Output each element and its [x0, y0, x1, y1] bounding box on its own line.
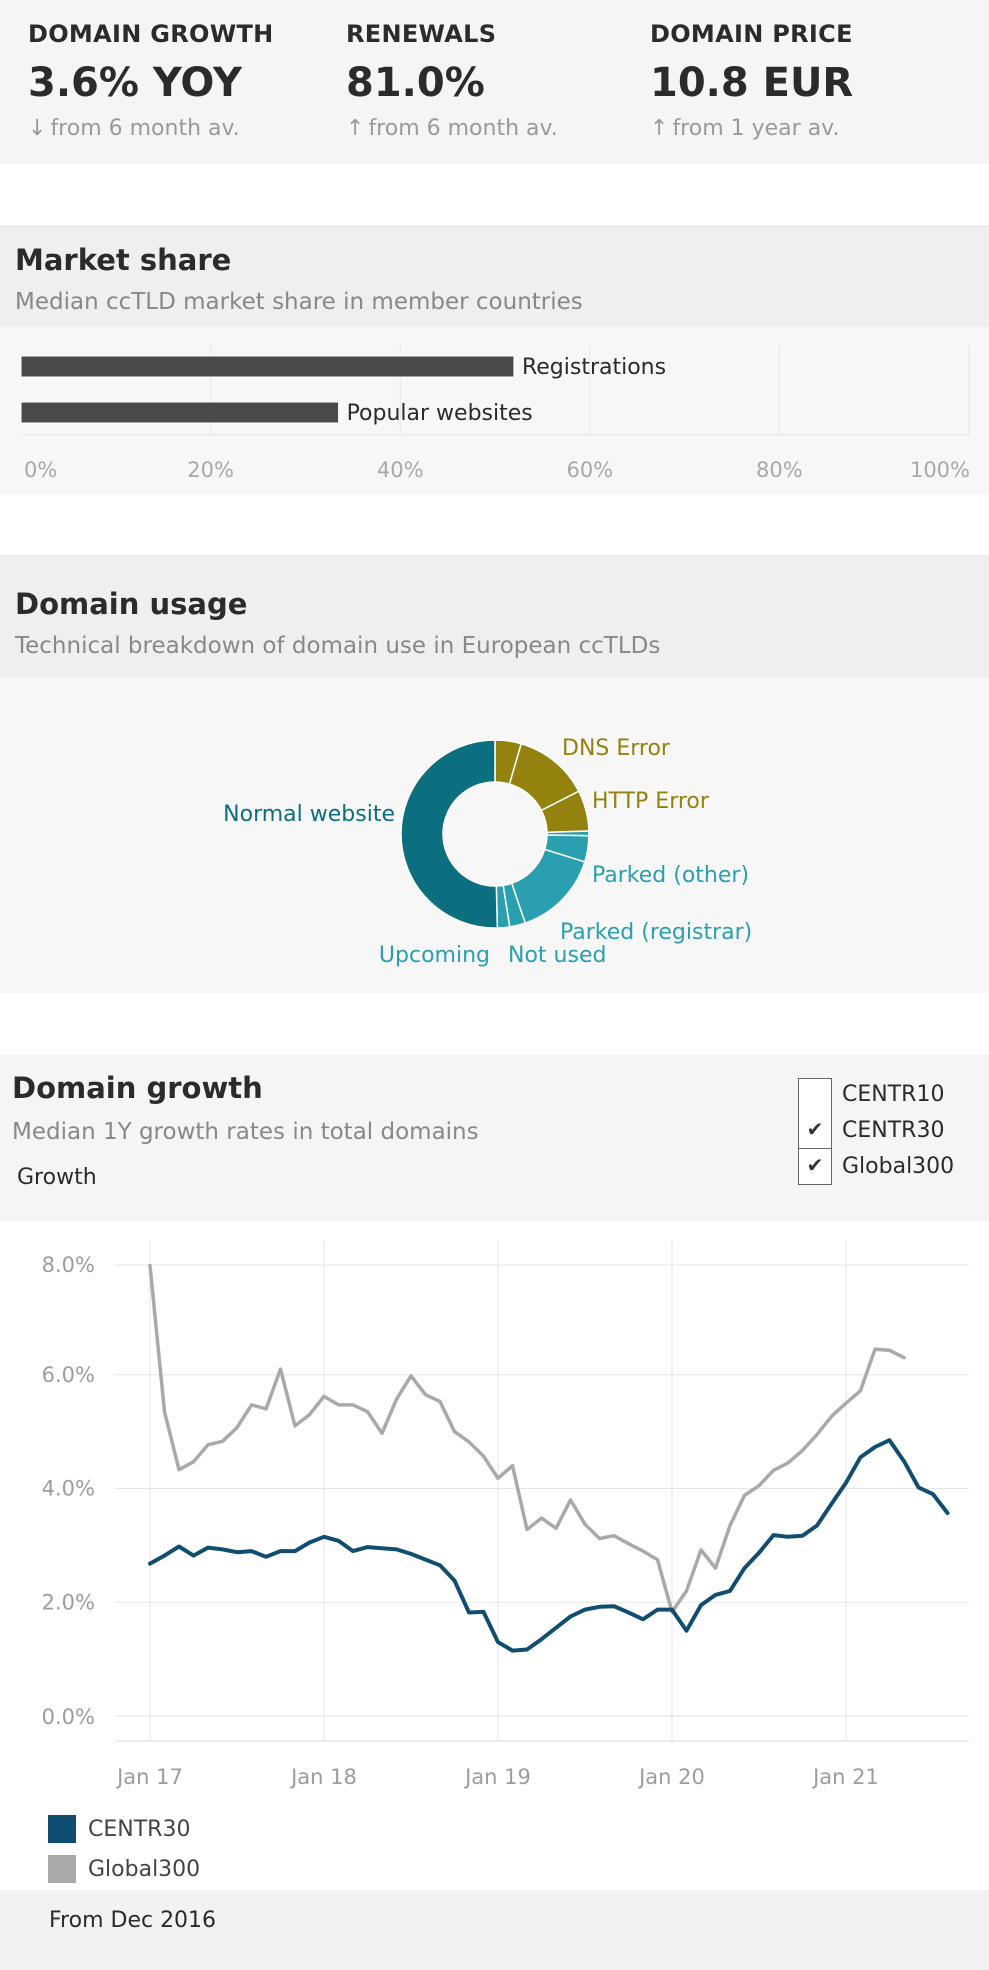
- market-share-chart: 0% 20% 40% 60% 80% 100% Registrations Popular w…: [0, 327, 989, 495]
- check-icon-1: ✔: [806, 1117, 824, 1141]
- kpi-domain-growth: DOMAIN GROWTH 3.6% YOY ↓ from 6 month av.: [28, 20, 274, 141]
- legend-label: CENTR30: [88, 1817, 191, 1842]
- filter-label: CENTR30: [842, 1118, 945, 1143]
- kpi-note-text: from 6 month av.: [50, 116, 240, 141]
- kpi-note-text: from 1 year av.: [672, 116, 840, 141]
- check-icon-2: ✔: [806, 1153, 824, 1177]
- domain-growth-title: Domain growth: [12, 1071, 263, 1105]
- x-tick-label: 100%: [910, 458, 970, 482]
- filter-centr30[interactable]: ✔ CENTR30: [798, 1113, 978, 1149]
- kpi-renewals: RENEWALS 81.0% ↑ from 6 month av.: [346, 20, 558, 141]
- y-tick-label: 8.0%: [42, 1253, 95, 1277]
- slice-parked-registrar: [510, 848, 586, 924]
- x-tick-label: 0%: [24, 458, 57, 482]
- kpi-note: ↑ from 1 year av.: [650, 116, 853, 141]
- y-tick-label: 6.0%: [42, 1363, 95, 1387]
- market-share-svg: 0% 20% 40% 60% 80% 100% Registrations Popular w…: [20, 345, 970, 482]
- slice-label: Parked (registrar): [560, 920, 752, 945]
- kpi-domain-price: DOMAIN PRICE 10.8 EUR ↑ from 1 year av.: [650, 20, 853, 141]
- filter-label: Global300: [842, 1154, 955, 1179]
- legend-swatch: [48, 1815, 76, 1843]
- arrow-up-icon: ↑: [346, 116, 365, 141]
- x-tick-label: 80%: [756, 458, 803, 482]
- market-share-subtitle: Median ccTLD market share in member coun…: [15, 289, 583, 315]
- legend-label: Global300: [88, 1857, 201, 1882]
- slice-label: HTTP Error: [592, 789, 710, 814]
- x-tick-label: 60%: [566, 458, 613, 482]
- kpi-bar: DOMAIN GROWTH 3.6% YOY ↓ from 6 month av.…: [0, 0, 989, 164]
- slice-label: DNS Error: [562, 736, 671, 761]
- checkbox[interactable]: [798, 1113, 832, 1149]
- kpi-label: DOMAIN GROWTH: [28, 20, 274, 48]
- arrow-up-icon: ↑: [650, 116, 669, 141]
- bar-label: Registrations: [522, 355, 666, 380]
- kpi-label: DOMAIN PRICE: [650, 20, 853, 48]
- series-line-global300: [148, 1263, 906, 1614]
- legend-swatch: [48, 1855, 76, 1883]
- series-filter: CENTR10 ✔ CENTR30 ✔ Global300: [798, 1077, 978, 1185]
- x-tick-label: Jan 21: [811, 1765, 879, 1789]
- growth-axis-caption: Growth: [17, 1165, 97, 1190]
- market-share-title: Market share: [15, 243, 232, 277]
- slice-label: Parked (other): [592, 863, 749, 888]
- kpi-value: 3.6% YOY: [28, 60, 242, 106]
- domain-usage-title: Domain usage: [15, 587, 248, 621]
- x-tick-label: 40%: [377, 458, 424, 482]
- kpi-note-text: from 6 month av.: [368, 116, 558, 141]
- date-range-text: From Dec 2016: [49, 1908, 217, 1933]
- slice-label: Normal website: [223, 802, 395, 827]
- series-line-centr30: [148, 1438, 950, 1653]
- domain-growth-chart: 0.0% 2.0% 4.0% 6.0% 8.0% Jan 17 Jan 18 Jan 19 Ja…: [0, 1221, 989, 1890]
- slice-normal-website: [400, 739, 499, 929]
- domain-usage-header: Domain usage Technical breakdown of doma…: [0, 555, 989, 677]
- slice-label: Upcoming: [379, 943, 490, 968]
- x-tick-label: 20%: [187, 458, 234, 482]
- slice-label: Not used: [508, 943, 606, 968]
- y-tick-label: 0.0%: [42, 1705, 95, 1729]
- filter-label: CENTR10: [842, 1082, 945, 1107]
- arrow-down-icon: ↓: [28, 116, 47, 141]
- filter-centr10[interactable]: CENTR10: [798, 1077, 978, 1114]
- checkbox[interactable]: [798, 1078, 832, 1114]
- domain-growth-svg: 0.0% 2.0% 4.0% 6.0% 8.0% Jan 17 Jan 18 Jan 19 Ja…: [42, 1241, 969, 1789]
- domain-usage-svg: DNS Error HTTP Error Parked (other) Parked …: [223, 736, 752, 968]
- filter-global300[interactable]: ✔ Global300: [798, 1149, 978, 1185]
- checkbox[interactable]: [798, 1149, 832, 1185]
- y-tick-label: 4.0%: [42, 1477, 95, 1501]
- x-tick-label: Jan 20: [637, 1765, 705, 1789]
- x-tick-label: Jan 17: [115, 1765, 183, 1789]
- kpi-note: ↑ from 6 month av.: [346, 116, 558, 141]
- domain-growth-subtitle: Median 1Y growth rates in total domains: [12, 1119, 479, 1145]
- kpi-value: 81.0%: [346, 60, 485, 106]
- domain-usage-subtitle: Technical breakdown of domain use in Eur…: [15, 633, 661, 659]
- domain-usage-chart: DNS Error HTTP Error Parked (other) Parked …: [0, 677, 989, 993]
- date-range-footer: From Dec 2016: [0, 1890, 989, 1970]
- market-share-header: Market share Median ccTLD market share i…: [0, 225, 989, 327]
- kpi-value: 10.8 EUR: [650, 60, 854, 106]
- x-tick-label: Jan 18: [289, 1765, 357, 1789]
- y-tick-label: 2.0%: [42, 1590, 95, 1614]
- bar-label: Popular websites: [347, 401, 533, 426]
- kpi-label: RENEWALS: [346, 20, 497, 48]
- bar-registrations: [20, 355, 515, 378]
- kpi-note: ↓ from 6 month av.: [28, 116, 274, 141]
- x-tick-label: Jan 19: [463, 1765, 531, 1789]
- bar-popular-websites: [20, 401, 340, 424]
- domain-growth-header: Domain growth Median 1Y growth rates in …: [0, 1055, 989, 1221]
